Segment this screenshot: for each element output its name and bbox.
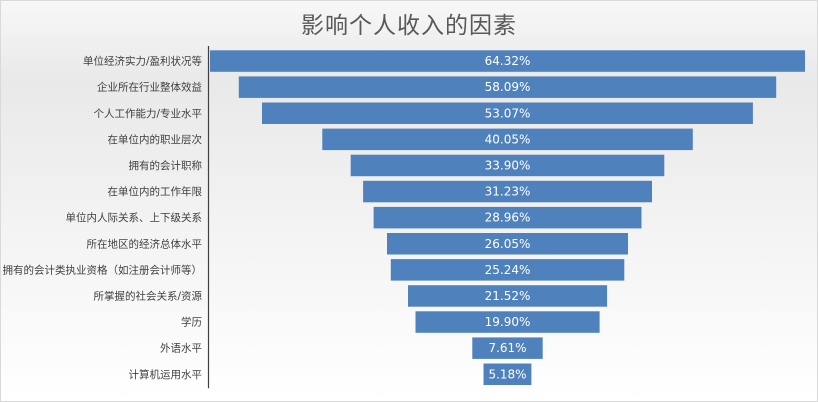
bar-1 xyxy=(238,76,777,98)
bar-4 xyxy=(350,154,665,177)
category-label-12: 计算机运用水平 xyxy=(129,368,203,381)
bar-0 xyxy=(210,50,805,72)
category-label-2: 个人工作能力/专业水平 xyxy=(93,107,202,120)
category-label-1: 企业所在行业整体效益 xyxy=(97,81,202,94)
bar-2 xyxy=(262,102,753,124)
value-label-6: 28.96% xyxy=(485,211,531,225)
bar-11 xyxy=(472,337,543,359)
category-label-3: 在单位内的职业层次 xyxy=(108,133,203,146)
bar-7 xyxy=(387,233,628,255)
bar-10 xyxy=(415,311,600,333)
value-label-3: 40.05% xyxy=(485,132,531,146)
value-label-7: 26.05% xyxy=(485,237,531,251)
bar-5 xyxy=(363,180,652,203)
value-label-11: 7.61% xyxy=(488,341,526,355)
bar-8 xyxy=(390,259,625,281)
value-label-0: 64.32% xyxy=(485,54,531,68)
category-label-7: 所在地区的经济总体水平 xyxy=(87,237,203,250)
value-label-1: 58.09% xyxy=(485,80,531,94)
value-label-12: 5.18% xyxy=(488,367,526,381)
bar-3 xyxy=(322,128,693,151)
bar-12 xyxy=(483,363,532,385)
category-label-10: 学历 xyxy=(181,316,202,329)
bar-6 xyxy=(373,206,642,229)
value-label-4: 33.90% xyxy=(485,159,531,173)
category-label-8: 拥有的会计类执业资格（如注册会计师等） xyxy=(3,263,203,276)
value-label-10: 19.90% xyxy=(485,315,531,329)
category-label-9: 所掌握的社会关系/资源 xyxy=(93,289,202,302)
bar-9 xyxy=(408,285,608,307)
chart-title: 影响个人收入的因素 xyxy=(301,13,517,39)
category-label-0: 单位经济实力/盈利状况等 xyxy=(83,55,203,68)
category-label-4: 拥有的会计职称 xyxy=(129,159,203,172)
category-label-5: 在单位内的工作年限 xyxy=(108,185,203,198)
value-label-2: 53.07% xyxy=(485,106,531,120)
category-label-6: 单位内人际关系、上下级关系 xyxy=(66,211,203,224)
category-label-11: 外语水平 xyxy=(160,343,202,355)
value-label-8: 25.24% xyxy=(485,263,531,277)
value-label-5: 31.23% xyxy=(485,185,531,199)
value-label-9: 21.52% xyxy=(485,289,531,303)
